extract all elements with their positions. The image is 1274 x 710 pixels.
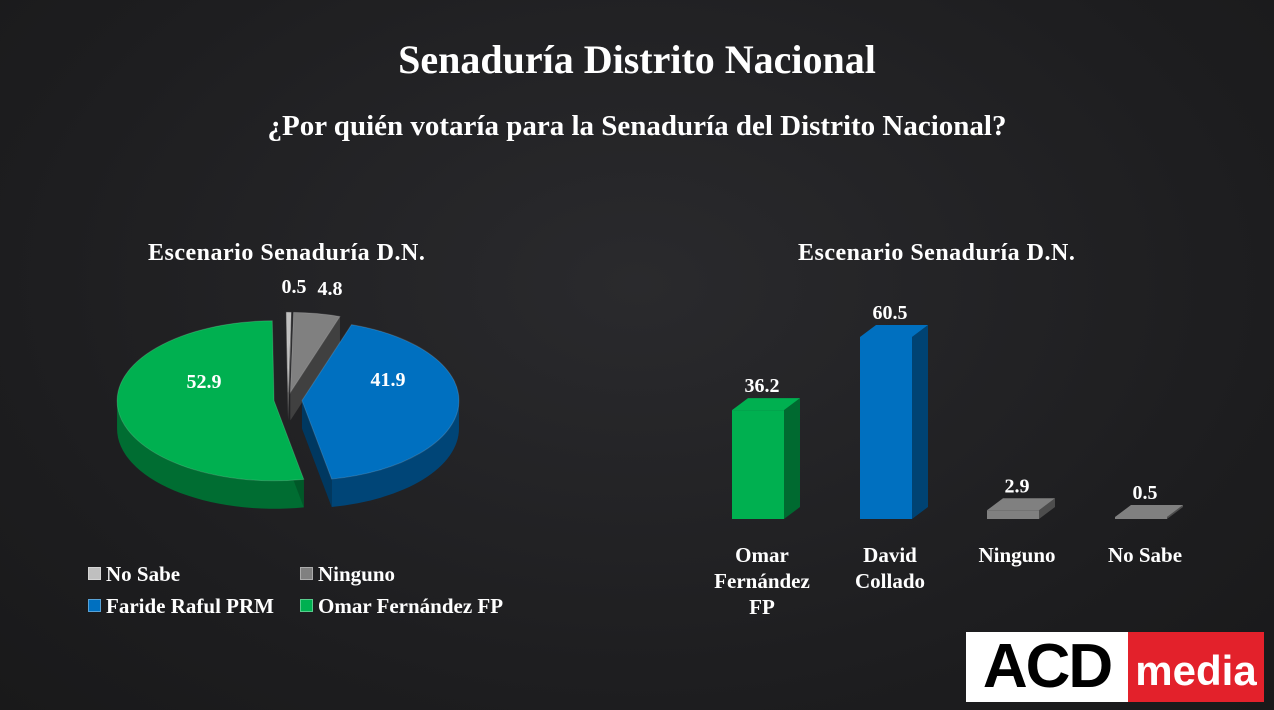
bar-category-line: Ninguno — [978, 543, 1056, 567]
bar-front — [987, 510, 1039, 519]
pie-slice-omar-fern-ndez-fp — [116, 320, 305, 482]
bar-side — [1039, 498, 1055, 519]
bar-category-line: FP — [749, 595, 775, 619]
bar-top — [860, 325, 928, 337]
bar-side — [784, 398, 800, 519]
logo-media-text: media — [1128, 632, 1264, 702]
bar-chart: 36.2 60.5 2.9 0.5 — [732, 302, 1183, 519]
page-title: Senaduría Distrito Nacional — [398, 37, 876, 82]
pie-slice-side — [117, 400, 304, 509]
acd-media-logo: ACD media — [966, 632, 1264, 702]
legend-item-ninguno: Ninguno — [300, 562, 395, 587]
pie-slice-wall — [290, 316, 340, 421]
bar-2: 2.9 — [987, 475, 1055, 519]
logo-acd-text: ACD — [966, 632, 1128, 702]
bar-category-line: David — [863, 543, 917, 567]
legend-item-no-sabe: No Sabe — [88, 562, 180, 587]
bar-front — [860, 337, 912, 519]
legend-label: Ninguno — [318, 562, 396, 586]
bar-top — [987, 498, 1055, 511]
bar-category-label: Ninguno — [952, 542, 1082, 568]
bar-data-label: 36.2 — [745, 375, 780, 397]
page-subtitle: ¿Por quién votaría para la Senaduría del… — [267, 110, 1007, 142]
bar-category-label: No Sabe — [1080, 542, 1210, 568]
bar-category-line: Fernández — [714, 569, 810, 593]
legend-item-faride-raful: Faride Raful PRM — [88, 594, 274, 619]
pie-data-label: 52.9 — [187, 371, 222, 393]
legend-label: Omar Fernández FP — [318, 594, 504, 618]
bar-3: 0.5 — [1115, 482, 1183, 519]
legend-label: Faride Raful PRM — [106, 594, 274, 618]
bar-front — [1115, 517, 1167, 519]
pie-slice-side — [331, 400, 459, 508]
pie-slice-wall — [288, 312, 292, 421]
bar-data-label: 0.5 — [1133, 482, 1158, 504]
bar-category-line: Omar — [735, 543, 789, 567]
bar-data-label: 60.5 — [873, 302, 908, 324]
legend-swatch — [88, 599, 101, 612]
bar-top — [732, 398, 800, 411]
pie-slice-no-sabe — [285, 311, 292, 393]
bar-0: 36.2 — [732, 375, 800, 519]
bar-front — [732, 410, 784, 519]
bar-chart-title: Escenario Senaduría D.N. — [798, 240, 1076, 266]
pie-data-label: 0.5 — [282, 276, 307, 298]
legend-swatch — [300, 567, 313, 580]
legend-swatch — [88, 567, 101, 580]
pie-chart-title: Escenario Senaduría D.N. — [148, 240, 426, 266]
bar-data-label: 2.9 — [1005, 475, 1030, 497]
pie-data-label: 4.8 — [318, 278, 343, 300]
pie-slice-ninguno — [289, 311, 341, 395]
legend-item-omar-fernandez: Omar Fernández FP — [300, 594, 503, 619]
legend-label: No Sabe — [106, 562, 181, 586]
pie-slice-faride-raful-prm — [301, 324, 460, 480]
bar-category-label: Omar Fernández FP — [697, 542, 827, 620]
bar-category-line: No Sabe — [1107, 543, 1183, 567]
pie-slice-wall — [301, 400, 332, 508]
bar-top — [1115, 505, 1183, 517]
legend-swatch — [300, 599, 313, 612]
bar-side — [912, 325, 928, 519]
pie-slice-wall — [286, 312, 289, 421]
bar-category-label: David Collado — [825, 542, 955, 594]
pie-data-label: 41.9 — [371, 369, 406, 391]
bar-1: 60.5 — [860, 302, 928, 519]
bar-category-line: Collado — [854, 569, 925, 593]
bar-side — [1167, 505, 1183, 519]
pie-chart: 4.8 41.9 52.9 0.5 — [116, 276, 460, 509]
